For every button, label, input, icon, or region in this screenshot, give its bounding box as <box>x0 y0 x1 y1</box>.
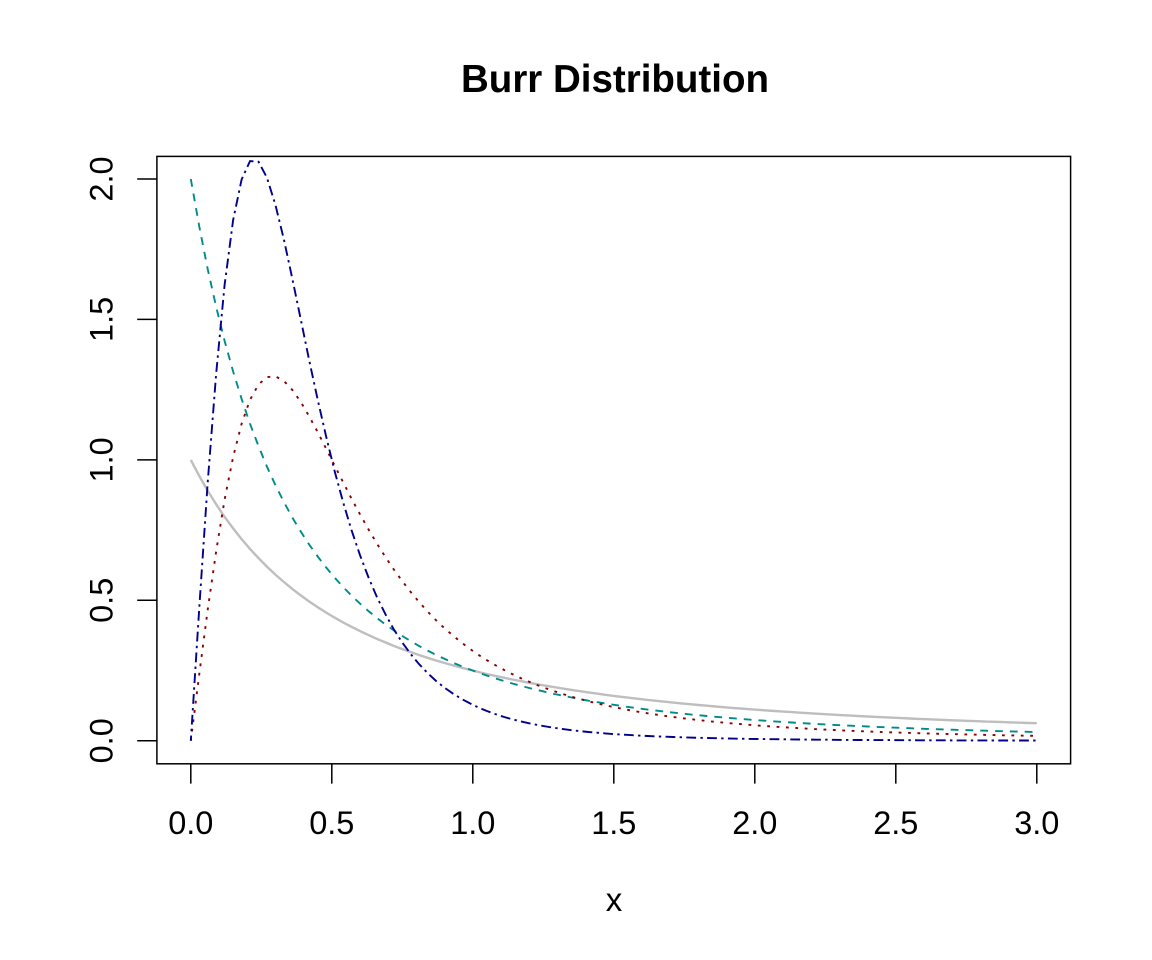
svg-text:2.0: 2.0 <box>732 805 777 841</box>
svg-text:x: x <box>606 881 623 918</box>
svg-text:0.0: 0.0 <box>168 805 213 841</box>
svg-text:1.0: 1.0 <box>83 437 119 482</box>
svg-text:1.5: 1.5 <box>591 805 636 841</box>
svg-text:3.0: 3.0 <box>1014 805 1059 841</box>
svg-text:2.5: 2.5 <box>873 805 918 841</box>
svg-text:0.0: 0.0 <box>83 718 119 763</box>
svg-text:0.5: 0.5 <box>83 578 119 623</box>
svg-text:2.0: 2.0 <box>83 156 119 201</box>
svg-text:0.5: 0.5 <box>309 805 354 841</box>
svg-text:1.5: 1.5 <box>83 297 119 342</box>
svg-text:1.0: 1.0 <box>450 805 495 841</box>
svg-text:Burr Distribution: Burr Distribution <box>461 58 769 101</box>
